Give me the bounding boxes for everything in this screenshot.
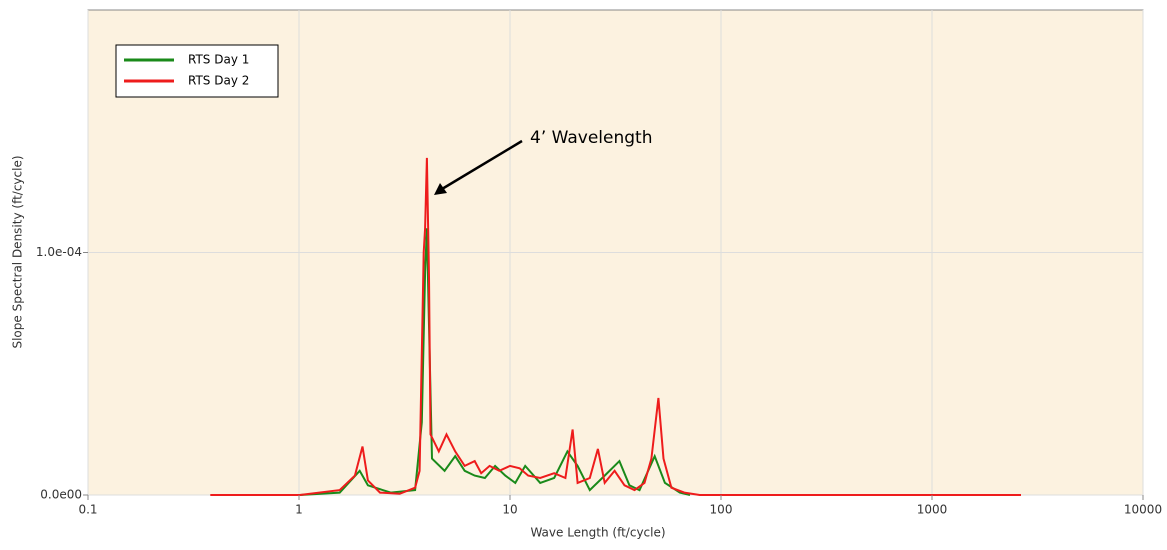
- x-tick-label: 10000: [1124, 503, 1162, 517]
- series-line: [210, 157, 1021, 496]
- legend-label: RTS Day 2: [188, 74, 249, 88]
- legend-label: RTS Day 1: [188, 53, 249, 67]
- x-tick-label: 1: [295, 503, 303, 517]
- annotation: 4’ Wavelength: [530, 128, 652, 148]
- y-axis-label: Slope Spectral Density (ft/cycle): [11, 155, 25, 348]
- y-tick-label: 1.0e-04: [36, 245, 82, 259]
- annotation-arrow: [441, 139, 523, 191]
- y-tick-label: 0.0e00: [40, 488, 82, 502]
- series-line: [299, 228, 691, 496]
- arrow-head: [434, 183, 447, 195]
- x-tick-label: 1000: [917, 503, 948, 517]
- x-tick-label: 0.1: [78, 503, 97, 517]
- x-axis-label: Wave Length (ft/cycle): [530, 526, 665, 540]
- x-tick-label: 100: [710, 503, 733, 517]
- x-tick-label: 10: [502, 503, 517, 517]
- legend: RTS Day 1 RTS Day 2: [115, 44, 279, 98]
- legend-box: [115, 44, 279, 98]
- lines: [210, 157, 1021, 496]
